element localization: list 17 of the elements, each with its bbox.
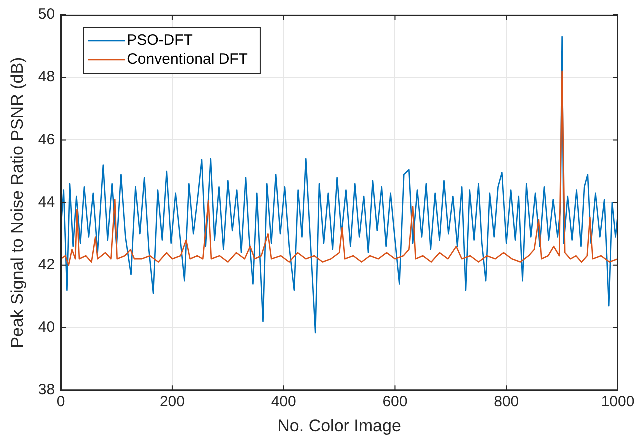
x-tick-label: 1000 [601,394,635,411]
y-tick-label: 50 [38,6,56,24]
y-tick-label: 48 [38,68,56,86]
x-tick-label: 400 [271,394,296,411]
x-tick-label: 0 [56,394,66,411]
y-tick-label: 42 [38,256,56,274]
x-axis-title: No. Color Image [278,416,402,436]
legend-label: PSO-DFT [127,32,193,50]
x-tick-label: 800 [494,394,520,411]
y-tick-label: 44 [38,194,56,211]
y-tick-label: 40 [38,319,56,336]
x-tick-label: 600 [382,394,408,411]
y-axis-title: Peak Signal to Noise Ratio PSNR (dB) [8,57,27,348]
x-tick-label: 200 [160,394,185,411]
legend-label: Conventional DFT [127,51,248,68]
y-tick-label: 46 [38,131,56,148]
y-tick-label: 38 [38,382,56,399]
